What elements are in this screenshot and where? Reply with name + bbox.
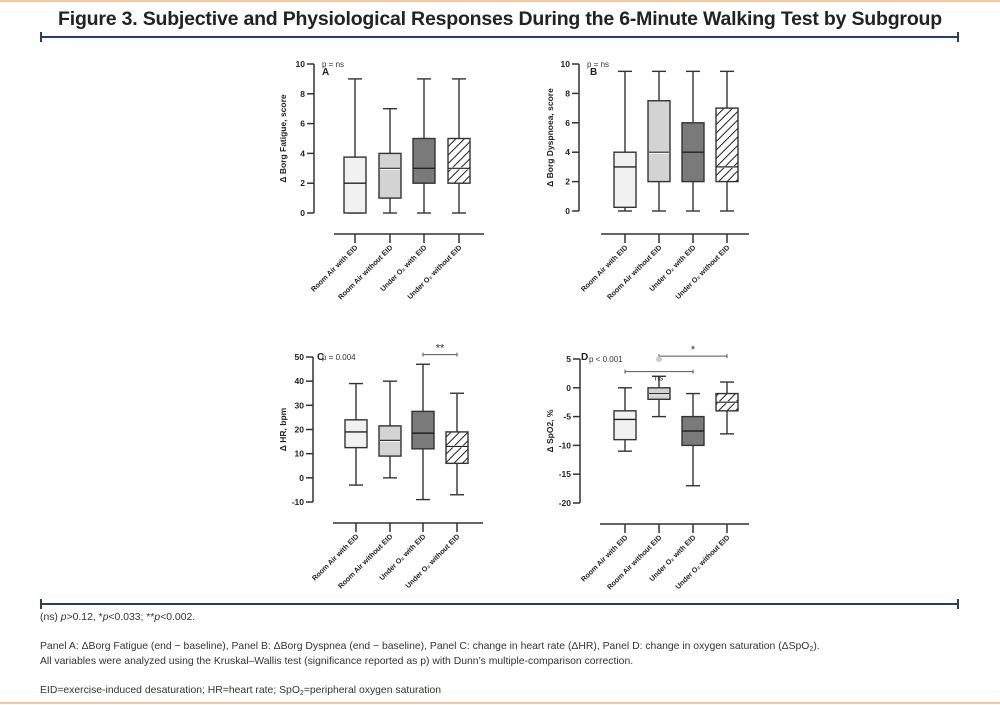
y-tick-label: 6 xyxy=(300,119,305,129)
p-value-annotation: p = 0.004 xyxy=(322,353,356,362)
y-tick-label: 50 xyxy=(295,352,305,362)
abbreviations: EID=exercise-induced desaturation; HR=he… xyxy=(40,685,441,697)
box-plot xyxy=(447,78,471,214)
iqr-box xyxy=(647,100,671,183)
box-plot xyxy=(613,70,637,212)
figure-title: Figure 3. Subjective and Physiological R… xyxy=(58,8,942,30)
y-tick-label: 4 xyxy=(300,148,305,158)
sig-text: >0.12, * xyxy=(66,612,103,623)
panels-description: Panel A: ΔBorg Fatigue (end − baseline),… xyxy=(40,641,820,653)
y-tick-label: 40 xyxy=(295,376,305,386)
iqr-box xyxy=(412,137,436,184)
bracket-label: * xyxy=(691,344,696,356)
bracket-label: ns xyxy=(655,374,663,383)
top-border xyxy=(0,0,1000,2)
iqr-box xyxy=(445,431,469,465)
significance-bracket: * xyxy=(656,344,728,363)
box-plot xyxy=(613,387,637,452)
iqr-box xyxy=(447,137,471,184)
y-tick-label: -5 xyxy=(563,412,571,422)
footnote-rule xyxy=(40,599,959,609)
p-value-annotation: p = ns xyxy=(322,60,344,69)
y-tick-label: 0 xyxy=(565,206,570,216)
y-tick-label: 4 xyxy=(565,147,570,157)
bottom-border xyxy=(0,702,1000,704)
box-plot xyxy=(715,381,739,435)
y-tick-label: -10 xyxy=(559,440,572,450)
iqr-box xyxy=(378,425,402,457)
y-tick-label: 2 xyxy=(565,177,570,187)
title-rule xyxy=(40,32,959,42)
y-tick-label: 5 xyxy=(566,354,571,364)
abbrev-text-end: =peripheral oxygen saturation xyxy=(303,685,442,696)
box-plot xyxy=(343,78,367,214)
box-plot xyxy=(378,380,402,479)
significance-legend: (ns) p>0.12, *p<0.033; **p<0.002. xyxy=(40,612,195,623)
y-tick-label: 0 xyxy=(566,383,571,393)
box-plot xyxy=(344,382,368,486)
panel-letter: A xyxy=(322,67,329,78)
y-axis-label: Δ SpO2, % xyxy=(545,409,555,452)
box-plot xyxy=(647,375,671,418)
significance-bracket: ns xyxy=(624,369,694,383)
box-plot xyxy=(445,392,469,496)
y-tick-label: -15 xyxy=(559,469,572,479)
y-tick-label: -10 xyxy=(292,497,305,507)
y-tick-label: 10 xyxy=(561,59,571,69)
significance-bracket: ** xyxy=(422,343,458,357)
y-axis-label: Δ Borg Fatigue, score xyxy=(278,94,288,183)
methods-note: All variables were analyzed using the Kr… xyxy=(40,656,634,667)
subscript: 2 xyxy=(809,646,814,653)
box-plot xyxy=(412,78,436,214)
box-plot xyxy=(378,107,402,214)
y-axis-label: Δ Borg Dyspnoea, score xyxy=(545,88,555,187)
sig-p: p xyxy=(154,612,161,623)
bracket-marker xyxy=(656,356,662,363)
p-value-annotation: p = ns xyxy=(587,60,609,69)
y-tick-label: 0 xyxy=(300,208,305,218)
iqr-box xyxy=(378,152,402,199)
box-plot xyxy=(681,392,705,487)
sig-text: <0.033; ** xyxy=(108,612,155,623)
panel-letter: B xyxy=(590,67,597,78)
y-tick-label: 30 xyxy=(295,400,305,410)
panel-letter: C xyxy=(317,352,324,363)
sig-p: p xyxy=(60,612,67,623)
panels-text-end: ). xyxy=(813,641,820,652)
y-tick-label: 8 xyxy=(565,88,570,98)
subscript: 2 xyxy=(299,690,304,697)
y-tick-label: 10 xyxy=(296,59,306,69)
iqr-box xyxy=(613,410,637,441)
bracket-label: ** xyxy=(436,343,445,355)
y-tick-label: 20 xyxy=(295,425,305,435)
y-tick-label: 8 xyxy=(300,89,305,99)
y-tick-label: -20 xyxy=(559,498,572,508)
p-value-annotation: p < 0.001 xyxy=(589,355,623,364)
box-plot xyxy=(715,70,739,212)
iqr-box xyxy=(715,107,739,183)
y-axis-label: Δ HR, bpm xyxy=(278,407,288,451)
box-plot xyxy=(681,70,705,212)
sig-text: <0.002. xyxy=(160,612,196,623)
iqr-box xyxy=(613,151,637,209)
iqr-box xyxy=(411,410,435,450)
panels-text: Panel A: ΔBorg Fatigue (end − baseline),… xyxy=(40,641,810,652)
sig-p: p xyxy=(102,612,109,623)
box-plot xyxy=(411,363,435,501)
y-tick-label: 6 xyxy=(565,118,570,128)
y-tick-label: 10 xyxy=(295,449,305,459)
abbrev-text: EID=exercise-induced desaturation; HR=he… xyxy=(40,685,300,696)
y-tick-label: 2 xyxy=(300,178,305,188)
iqr-box xyxy=(343,156,367,214)
panel-letter: D xyxy=(581,352,588,363)
iqr-box xyxy=(344,419,368,449)
sig-ns: (ns) xyxy=(40,612,61,623)
box-plot xyxy=(647,70,671,212)
y-tick-label: 0 xyxy=(299,473,304,483)
